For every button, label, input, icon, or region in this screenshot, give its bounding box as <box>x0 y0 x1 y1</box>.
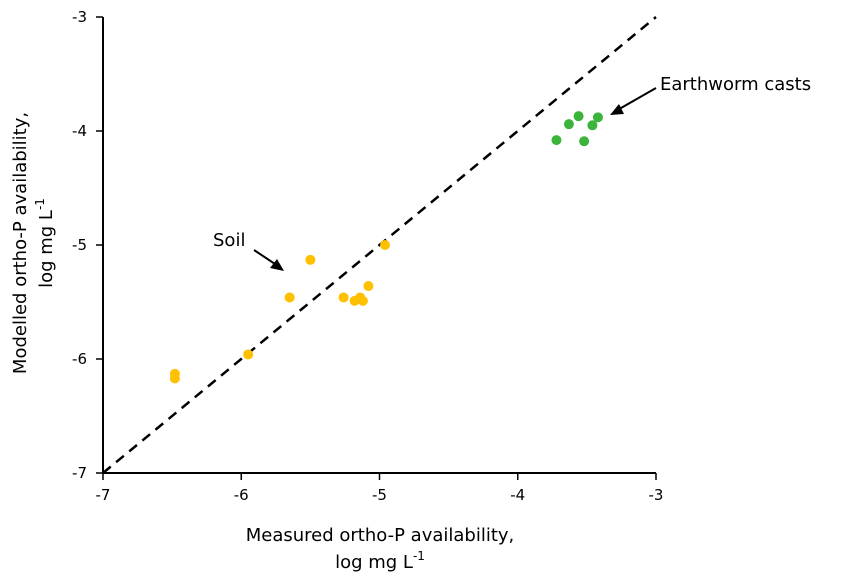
x-tick-label: -4 <box>510 486 525 504</box>
soil-point <box>243 349 254 360</box>
x-tick-label: -7 <box>96 486 111 504</box>
x-axis-unit: log mg L <box>335 552 413 573</box>
annotation-earthworm-casts: Earthworm casts <box>660 74 811 95</box>
earthworm-casts-point <box>592 112 603 123</box>
y-axis-unit: log mg L <box>36 210 57 288</box>
soil-point <box>305 254 316 265</box>
soil-point <box>169 373 180 384</box>
earthworm-casts-point <box>563 119 574 130</box>
annotation-soil-arrowhead <box>270 259 284 271</box>
y-tick-label: -7 <box>72 464 87 482</box>
soil-point <box>380 240 391 250</box>
x-tick-label: -5 <box>372 486 387 504</box>
y-axis-title-line2: log mg L-1 <box>33 198 57 288</box>
annotation-casts-arrowhead <box>610 104 624 115</box>
earthworm-casts-point <box>573 111 584 122</box>
y-tick-label: -6 <box>72 350 87 368</box>
y-tick-label: -4 <box>72 122 87 140</box>
x-tick-label: -3 <box>649 486 664 504</box>
x-axis-title-line2: log mg L-1 <box>335 549 425 573</box>
x-axis-title: Measured ortho-P availability, <box>246 525 515 546</box>
earthworm-casts-point <box>587 120 598 131</box>
x-tick-label: -6 <box>234 486 249 504</box>
data-points <box>169 111 603 384</box>
soil-point <box>357 295 368 306</box>
earthworm-casts-point <box>551 135 562 146</box>
x-axis-unit-sup: -1 <box>413 549 425 563</box>
earthworm-casts-point <box>579 136 590 147</box>
soil-point <box>338 292 349 303</box>
soil-point <box>363 281 374 292</box>
annotation-soil: Soil <box>213 230 245 251</box>
ticks: -7 -6 -5 -4 -3 -7 -6 -5 -4 -3 <box>72 8 663 504</box>
y-axis-title: Modelled ortho-P availability, <box>10 112 31 374</box>
y-axis-unit-sup: -1 <box>33 198 47 210</box>
y-tick-label: -5 <box>72 236 87 254</box>
soil-point <box>284 292 295 303</box>
y-tick-label: -3 <box>72 8 87 26</box>
identity-dashed-line <box>102 16 657 474</box>
